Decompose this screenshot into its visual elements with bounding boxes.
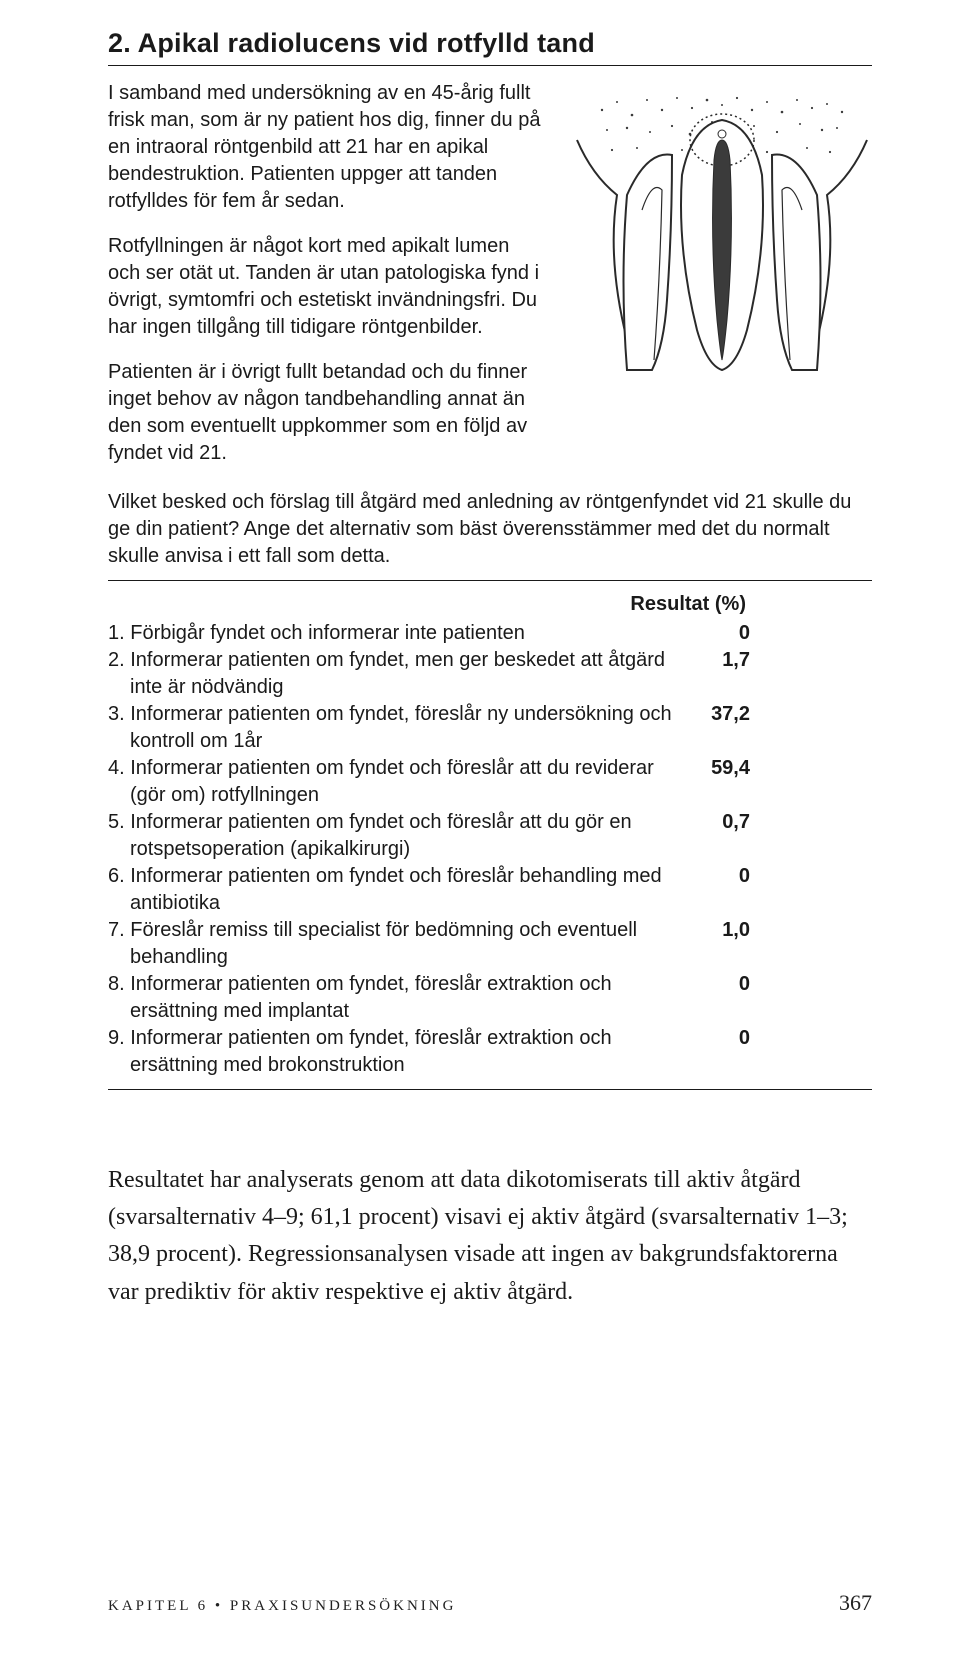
result-row: 3. Informerar patienten om fyndet, föres… xyxy=(108,701,872,755)
result-label: 4. Informerar patienten om fyndet och fö… xyxy=(130,755,680,809)
results-header: Resultat (%) xyxy=(108,591,872,618)
analysis-paragraph: Resultatet har analyserats genom att dat… xyxy=(108,1162,872,1311)
result-label: 6. Informerar patienten om fyndet och fö… xyxy=(130,863,680,917)
intro-p1: I samband med undersökning av en 45-årig… xyxy=(108,80,544,215)
page-footer: KAPITEL 6 • PRAXISUNDERSÖKNING 367 xyxy=(108,1590,872,1616)
result-label: 7. Föreslår remiss till specialist för b… xyxy=(130,917,680,971)
result-value: 1,0 xyxy=(680,917,750,944)
section-title: 2. Apikal radiolucens vid rotfylld tand xyxy=(108,28,872,59)
intro-text: I samband med undersökning av en 45-årig… xyxy=(108,80,544,485)
result-row: 8. Informerar patienten om fyndet, föres… xyxy=(108,971,872,1025)
intro-p2: Rotfyllningen är något kort med apikalt … xyxy=(108,233,544,341)
result-row: 7. Föreslår remiss till specialist för b… xyxy=(108,917,872,971)
divider-top xyxy=(108,65,872,66)
results-table: Resultat (%) 1. Förbigår fyndet och info… xyxy=(108,591,872,1079)
question-text: Vilket besked och förslag till åtgärd me… xyxy=(108,489,872,570)
footer-page-number: 367 xyxy=(839,1590,872,1616)
result-label: 8. Informerar patienten om fyndet, föres… xyxy=(130,971,680,1025)
result-value: 0 xyxy=(680,620,750,647)
result-row: 4. Informerar patienten om fyndet och fö… xyxy=(108,755,872,809)
result-label: 2. Informerar patienten om fyndet, men g… xyxy=(130,647,680,701)
result-label: 3. Informerar patienten om fyndet, föres… xyxy=(130,701,680,755)
dental-illustration xyxy=(572,80,872,380)
result-label: 1. Förbigår fyndet och informerar inte p… xyxy=(130,620,680,647)
result-row: 6. Informerar patienten om fyndet och fö… xyxy=(108,863,872,917)
result-value: 1,7 xyxy=(680,647,750,674)
result-row: 9. Informerar patienten om fyndet, föres… xyxy=(108,1025,872,1079)
result-value: 0 xyxy=(680,971,750,998)
result-row: 1. Förbigår fyndet och informerar inte p… xyxy=(108,620,872,647)
result-value: 59,4 xyxy=(680,755,750,782)
result-value: 37,2 xyxy=(680,701,750,728)
intro-p3: Patienten är i övrigt fullt betandad och… xyxy=(108,359,544,467)
result-value: 0 xyxy=(680,863,750,890)
result-value: 0 xyxy=(680,1025,750,1052)
intro-section: I samband med undersökning av en 45-årig… xyxy=(108,80,872,485)
result-row: 5. Informerar patienten om fyndet och fö… xyxy=(108,809,872,863)
result-value: 0,7 xyxy=(680,809,750,836)
footer-chapter: KAPITEL 6 • PRAXISUNDERSÖKNING xyxy=(108,1598,456,1615)
divider-bottom xyxy=(108,1089,872,1090)
result-row: 2. Informerar patienten om fyndet, men g… xyxy=(108,647,872,701)
divider-mid xyxy=(108,580,872,581)
result-label: 9. Informerar patienten om fyndet, föres… xyxy=(130,1025,680,1079)
page: 2. Apikal radiolucens vid rotfylld tand … xyxy=(0,0,960,1660)
result-label: 5. Informerar patienten om fyndet och fö… xyxy=(130,809,680,863)
results-header-label: Resultat (%) xyxy=(630,591,746,618)
